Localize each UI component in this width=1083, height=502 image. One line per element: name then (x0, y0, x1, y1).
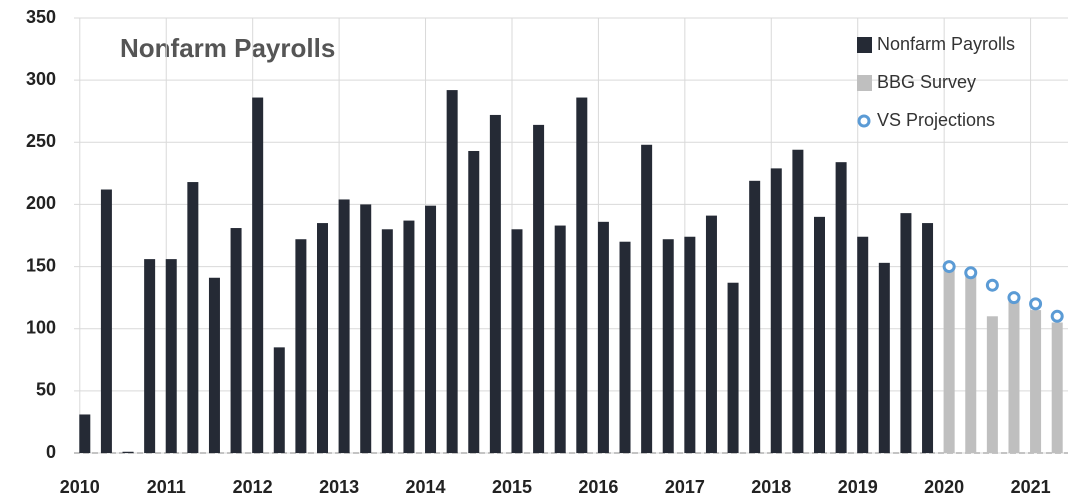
y-tick-label: 100 (26, 317, 56, 337)
bar (1008, 297, 1020, 453)
point (1029, 297, 1043, 311)
bar (857, 236, 869, 453)
bar (360, 204, 372, 453)
bar (619, 241, 631, 453)
bar (749, 180, 761, 454)
point (942, 260, 956, 274)
y-tick-label: 200 (26, 193, 56, 213)
bar (79, 414, 91, 453)
bar (662, 239, 674, 453)
point (964, 266, 978, 280)
bar (425, 205, 437, 453)
text-layer: 0 50 100 150 200 250 300 350 2010 2011 2012 2013 201… (26, 7, 1051, 497)
bar (641, 144, 653, 453)
y-tick-label: 0 (46, 442, 56, 462)
x-tick-label: 2016 (578, 477, 618, 497)
x-tick-label: 2010 (60, 477, 100, 497)
bar (403, 220, 415, 453)
point (1050, 309, 1064, 323)
bar (489, 114, 501, 453)
bar (100, 189, 112, 453)
bar (835, 162, 847, 453)
legend-label: VS Projections (877, 110, 995, 130)
marks-layer (79, 90, 1064, 454)
x-tick-label: 2013 (319, 477, 359, 497)
x-tick-label: 2019 (838, 477, 878, 497)
x-tick-label: 2018 (751, 477, 791, 497)
y-tick-label: 50 (36, 380, 56, 400)
point (1007, 291, 1021, 305)
bar (446, 90, 458, 453)
y-tick-label: 300 (26, 69, 56, 89)
legend-marker (857, 37, 872, 53)
chart-title: Nonfarm Payrolls (120, 33, 335, 63)
x-tick-label: 2012 (233, 477, 273, 497)
x-tick-label: 2021 (1011, 477, 1051, 497)
bar (1030, 310, 1042, 453)
bar (727, 282, 739, 453)
bar (878, 262, 890, 453)
bar (273, 347, 285, 453)
bar (554, 225, 566, 453)
bar (230, 228, 242, 453)
bar (317, 223, 328, 453)
bar (533, 124, 545, 453)
bar (597, 221, 609, 453)
bar (122, 451, 134, 453)
x-tick-label: 2011 (147, 477, 186, 497)
bar (381, 229, 393, 453)
bar (922, 223, 934, 453)
bar (295, 239, 307, 453)
bar (252, 97, 264, 454)
x-tick-label: 2017 (665, 477, 705, 497)
bar (900, 213, 912, 453)
y-tick-label: 350 (26, 7, 56, 27)
x-tick-label: 2015 (492, 477, 532, 497)
bar (338, 199, 350, 453)
bar (165, 259, 177, 453)
y-tick-label: 250 (26, 131, 56, 151)
bar (705, 215, 717, 453)
bar (814, 216, 825, 453)
legend-marker (857, 75, 872, 91)
point (985, 278, 999, 292)
bar (208, 277, 220, 453)
bar (943, 266, 955, 453)
y-tick-label: 150 (26, 255, 56, 275)
bar (511, 229, 523, 453)
bar (770, 168, 782, 453)
bar (1051, 322, 1063, 453)
x-tick-label: 2014 (406, 477, 446, 497)
bar (576, 97, 588, 454)
bar (792, 149, 804, 453)
x-tick-label: 2020 (924, 477, 964, 497)
legend-label: BBG Survey (877, 72, 976, 92)
legend-marker (857, 114, 871, 128)
bar (144, 259, 156, 453)
bar (965, 272, 977, 453)
bar (684, 236, 696, 453)
bar (187, 182, 199, 454)
legend-label: Nonfarm Payrolls (877, 34, 1015, 54)
bar (468, 150, 480, 453)
bar (986, 316, 998, 453)
